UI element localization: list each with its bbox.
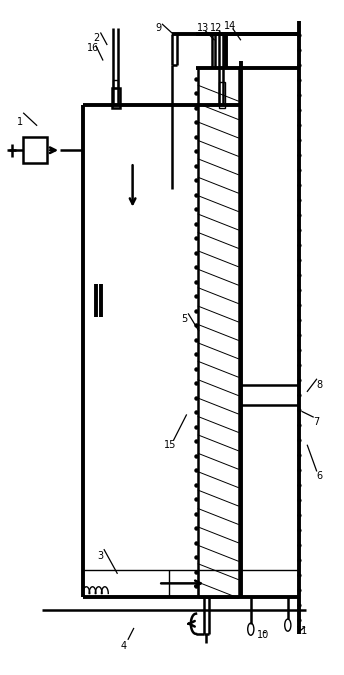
Text: 5: 5 bbox=[181, 314, 187, 323]
Text: 10: 10 bbox=[257, 630, 269, 640]
Text: 6: 6 bbox=[316, 470, 322, 481]
Text: 8: 8 bbox=[316, 379, 322, 389]
Bar bbox=[114, 80, 118, 88]
Text: 7: 7 bbox=[313, 416, 319, 427]
Text: 11: 11 bbox=[296, 626, 308, 636]
Text: 9: 9 bbox=[155, 23, 161, 32]
Bar bbox=[218, 82, 225, 109]
Text: 12: 12 bbox=[210, 23, 223, 32]
Bar bbox=[23, 138, 47, 163]
Text: 16: 16 bbox=[87, 43, 99, 53]
Text: 2: 2 bbox=[94, 33, 100, 43]
Text: 1: 1 bbox=[17, 117, 23, 127]
Bar bbox=[112, 88, 120, 109]
Text: 15: 15 bbox=[164, 440, 176, 450]
Text: 13: 13 bbox=[197, 23, 209, 32]
Text: 14: 14 bbox=[224, 22, 236, 31]
Text: 3: 3 bbox=[97, 551, 103, 562]
Text: 4: 4 bbox=[121, 641, 127, 651]
